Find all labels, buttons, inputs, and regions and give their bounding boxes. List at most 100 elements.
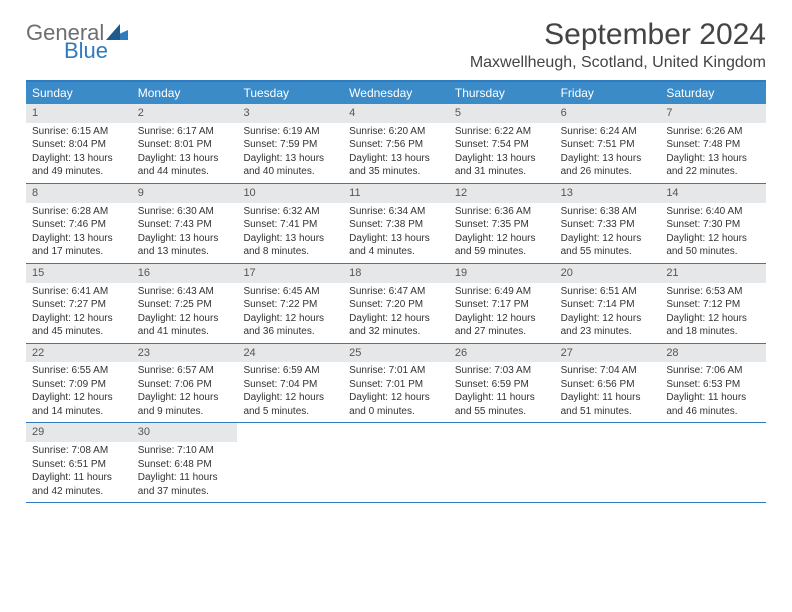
day-detail-line: Sunset: 7:20 PM [349, 298, 443, 312]
day-number: 7 [660, 104, 766, 123]
day-details: Sunrise: 7:08 AMSunset: 6:51 PMDaylight:… [26, 442, 132, 502]
day-detail-line: Sunrise: 6:22 AM [455, 125, 549, 139]
day-details: Sunrise: 6:28 AMSunset: 7:46 PMDaylight:… [26, 203, 132, 263]
day-cell: 20Sunrise: 6:51 AMSunset: 7:14 PMDayligh… [555, 264, 661, 343]
day-detail-line: Daylight: 12 hours [32, 312, 126, 326]
day-cell: 16Sunrise: 6:43 AMSunset: 7:25 PMDayligh… [132, 264, 238, 343]
empty-cell [555, 423, 661, 502]
day-detail-line: and 45 minutes. [32, 325, 126, 339]
day-cell: 26Sunrise: 7:03 AMSunset: 6:59 PMDayligh… [449, 344, 555, 423]
day-detail-line: and 5 minutes. [243, 405, 337, 419]
day-detail-line: and 49 minutes. [32, 165, 126, 179]
day-cell: 11Sunrise: 6:34 AMSunset: 7:38 PMDayligh… [343, 184, 449, 263]
day-details: Sunrise: 6:34 AMSunset: 7:38 PMDaylight:… [343, 203, 449, 263]
day-cell: 28Sunrise: 7:06 AMSunset: 6:53 PMDayligh… [660, 344, 766, 423]
day-detail-line: Sunrise: 7:01 AM [349, 364, 443, 378]
day-detail-line: Daylight: 13 hours [561, 152, 655, 166]
day-cell: 6Sunrise: 6:24 AMSunset: 7:51 PMDaylight… [555, 104, 661, 183]
day-detail-line: Sunrise: 6:57 AM [138, 364, 232, 378]
day-detail-line: Sunset: 7:59 PM [243, 138, 337, 152]
day-number: 3 [237, 104, 343, 123]
day-cell: 3 Sunrise: 6:19 AMSunset: 7:59 PMDaylight… [237, 104, 343, 183]
day-details: Sunrise: 6:15 AMSunset: 8:04 PMDaylight:… [26, 123, 132, 183]
day-detail-line: Sunset: 7:30 PM [666, 218, 760, 232]
day-detail-line: Sunset: 6:48 PM [138, 458, 232, 472]
day-detail-line: Sunrise: 6:49 AM [455, 285, 549, 299]
calendar-grid: SundayMondayTuesdayWednesdayThursdayFrid… [26, 80, 766, 503]
day-cell: 1Sunrise: 6:15 AMSunset: 8:04 PMDaylight… [26, 104, 132, 183]
day-details: Sunrise: 6:59 AMSunset: 7:04 PMDaylight:… [237, 362, 343, 422]
day-number: 21 [660, 264, 766, 283]
day-detail-line: Sunrise: 6:24 AM [561, 125, 655, 139]
week-row: 22Sunrise: 6:55 AMSunset: 7:09 PMDayligh… [26, 344, 766, 424]
day-detail-line: and 44 minutes. [138, 165, 232, 179]
day-details: Sunrise: 6:47 AMSunset: 7:20 PMDaylight:… [343, 283, 449, 343]
day-detail-line: Sunset: 7:54 PM [455, 138, 549, 152]
day-cell: 10Sunrise: 6:32 AMSunset: 7:41 PMDayligh… [237, 184, 343, 263]
day-details: Sunrise: 6:17 AMSunset: 8:01 PMDaylight:… [132, 123, 238, 183]
calendar-page: General Blue September 2024 Maxwellheugh… [0, 0, 792, 521]
day-detail-line: Sunrise: 6:36 AM [455, 205, 549, 219]
day-details: Sunrise: 6:45 AMSunset: 7:22 PMDaylight:… [237, 283, 343, 343]
day-detail-line: Daylight: 13 hours [666, 152, 760, 166]
day-detail-line: and 55 minutes. [455, 405, 549, 419]
day-detail-line: Daylight: 12 hours [138, 391, 232, 405]
day-detail-line: Sunset: 7:41 PM [243, 218, 337, 232]
day-detail-line: and 14 minutes. [32, 405, 126, 419]
day-number: 23 [132, 344, 238, 363]
day-number: 16 [132, 264, 238, 283]
day-number: 27 [555, 344, 661, 363]
day-detail-line: Sunset: 7:33 PM [561, 218, 655, 232]
day-detail-line: Daylight: 13 hours [243, 152, 337, 166]
day-number: 30 [132, 423, 238, 442]
day-detail-line: and 18 minutes. [666, 325, 760, 339]
day-cell: 14Sunrise: 6:40 AMSunset: 7:30 PMDayligh… [660, 184, 766, 263]
day-details: Sunrise: 7:04 AMSunset: 6:56 PMDaylight:… [555, 362, 661, 422]
day-detail-line: and 23 minutes. [561, 325, 655, 339]
day-detail-line: and 35 minutes. [349, 165, 443, 179]
day-details: Sunrise: 6:26 AMSunset: 7:48 PMDaylight:… [660, 123, 766, 183]
header: General Blue September 2024 Maxwellheugh… [26, 18, 766, 72]
day-detail-line: Daylight: 13 hours [138, 152, 232, 166]
day-detail-line: Daylight: 12 hours [243, 312, 337, 326]
day-details: Sunrise: 6:24 AMSunset: 7:51 PMDaylight:… [555, 123, 661, 183]
day-detail-line: Daylight: 11 hours [455, 391, 549, 405]
day-detail-line: Daylight: 13 hours [243, 232, 337, 246]
day-cell: 5Sunrise: 6:22 AMSunset: 7:54 PMDaylight… [449, 104, 555, 183]
day-detail-line: Daylight: 12 hours [666, 232, 760, 246]
day-cell: 18Sunrise: 6:47 AMSunset: 7:20 PMDayligh… [343, 264, 449, 343]
day-cell: 19Sunrise: 6:49 AMSunset: 7:17 PMDayligh… [449, 264, 555, 343]
day-details: Sunrise: 6:43 AMSunset: 7:25 PMDaylight:… [132, 283, 238, 343]
day-number: 15 [26, 264, 132, 283]
day-detail-line: Sunrise: 6:34 AM [349, 205, 443, 219]
day-detail-line: Sunset: 7:51 PM [561, 138, 655, 152]
day-detail-line: Daylight: 13 hours [455, 152, 549, 166]
day-detail-line: Sunrise: 6:38 AM [561, 205, 655, 219]
day-cell: 27Sunrise: 7:04 AMSunset: 6:56 PMDayligh… [555, 344, 661, 423]
day-detail-line: Sunrise: 6:19 AM [243, 125, 337, 139]
day-details: Sunrise: 7:03 AMSunset: 6:59 PMDaylight:… [449, 362, 555, 422]
day-detail-line: Sunrise: 6:32 AM [243, 205, 337, 219]
day-detail-line: Sunrise: 6:26 AM [666, 125, 760, 139]
day-detail-line: Sunrise: 6:30 AM [138, 205, 232, 219]
empty-cell [660, 423, 766, 502]
day-detail-line: and 46 minutes. [666, 405, 760, 419]
day-detail-line: Sunset: 6:51 PM [32, 458, 126, 472]
day-detail-line: and 4 minutes. [349, 245, 443, 259]
empty-cell [237, 423, 343, 502]
day-number: 12 [449, 184, 555, 203]
day-number: 24 [237, 344, 343, 363]
day-detail-line: Sunset: 7:12 PM [666, 298, 760, 312]
day-number: 22 [26, 344, 132, 363]
day-cell: 29Sunrise: 7:08 AMSunset: 6:51 PMDayligh… [26, 423, 132, 502]
day-cell: 7Sunrise: 6:26 AMSunset: 7:48 PMDaylight… [660, 104, 766, 183]
day-detail-line: Daylight: 11 hours [561, 391, 655, 405]
day-number: 2 [132, 104, 238, 123]
day-number: 29 [26, 423, 132, 442]
day-detail-line: Sunset: 7:09 PM [32, 378, 126, 392]
day-detail-line: Sunset: 7:48 PM [666, 138, 760, 152]
day-details: Sunrise: 6:51 AMSunset: 7:14 PMDaylight:… [555, 283, 661, 343]
day-detail-line: Sunrise: 6:53 AM [666, 285, 760, 299]
day-detail-line: Daylight: 13 hours [32, 152, 126, 166]
day-number: 14 [660, 184, 766, 203]
